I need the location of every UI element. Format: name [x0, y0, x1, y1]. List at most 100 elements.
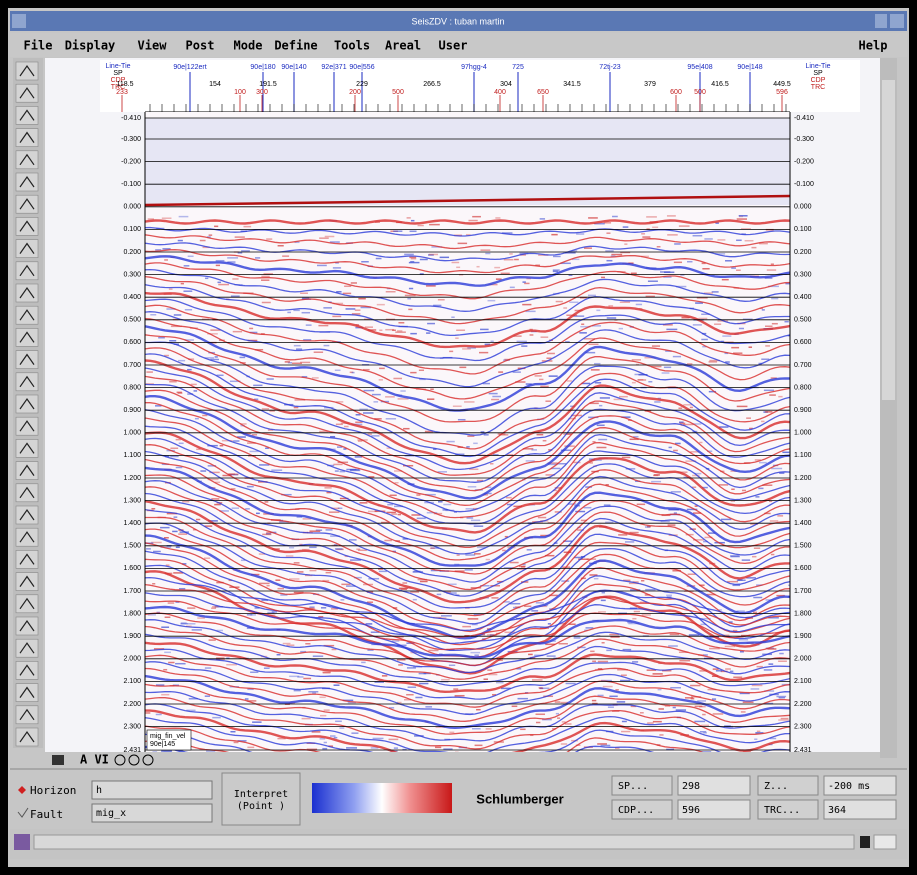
noise: [524, 283, 529, 285]
noise: [226, 664, 237, 666]
tool-icon[interactable]: [16, 395, 38, 413]
menu-item[interactable]: User: [439, 39, 468, 53]
tool-icon[interactable]: [16, 328, 38, 346]
mode-label[interactable]: Interpret: [234, 789, 288, 800]
menu-item[interactable]: File: [24, 39, 53, 53]
tool-icon[interactable]: [16, 195, 38, 213]
tool-icon[interactable]: [16, 573, 38, 591]
noise: [488, 300, 496, 302]
readout-value: -200 ms: [828, 781, 870, 792]
noise: [553, 256, 561, 258]
noise: [264, 667, 270, 669]
noise: [538, 517, 546, 519]
noise: [164, 652, 171, 654]
sp-label: 304: [500, 81, 512, 88]
tool-icon[interactable]: [16, 417, 38, 435]
noise: [501, 273, 510, 275]
noise: [409, 288, 413, 290]
time-label: 2.300: [123, 723, 141, 730]
tool-icon[interactable]: [16, 639, 38, 657]
tool-icon[interactable]: [16, 661, 38, 679]
noise: [321, 607, 326, 609]
tool-icon[interactable]: [16, 684, 38, 702]
tool-icon[interactable]: [16, 550, 38, 568]
tool-icon[interactable]: [16, 306, 38, 324]
fault-value[interactable]: mig_x: [96, 808, 126, 819]
tool-icon[interactable]: [16, 595, 38, 613]
noise: [283, 643, 291, 645]
status-icon[interactable]: [14, 834, 30, 850]
tool-icon[interactable]: [16, 217, 38, 235]
noise: [227, 257, 238, 259]
status-icon[interactable]: [874, 835, 896, 849]
noise: [302, 718, 311, 720]
tool-icon[interactable]: [16, 129, 38, 147]
readout-label[interactable]: TRC...: [764, 805, 800, 816]
brand: Schlumberger: [476, 791, 563, 806]
noise: [163, 669, 167, 671]
tool-icon[interactable]: [16, 728, 38, 746]
menu-item[interactable]: Define: [274, 39, 317, 53]
time-label: 1.700: [794, 588, 812, 595]
horizontal-scrollbar[interactable]: [45, 752, 880, 766]
noise: [727, 581, 738, 583]
tool-icon[interactable]: [16, 62, 38, 80]
menu-item[interactable]: Areal: [385, 39, 421, 53]
noise: [491, 399, 499, 401]
noise: [249, 328, 253, 330]
horizon-field[interactable]: [92, 781, 212, 799]
noise: [209, 234, 213, 236]
tool-icon[interactable]: [52, 755, 64, 765]
minimize-button[interactable]: [875, 14, 887, 28]
menu-item[interactable]: View: [138, 39, 168, 53]
scroll-thumb[interactable]: [882, 80, 895, 400]
noise: [452, 262, 460, 264]
noise: [335, 721, 342, 723]
horizon-value[interactable]: h: [96, 785, 102, 796]
tool-icon[interactable]: [16, 262, 38, 280]
tool-icon[interactable]: [16, 439, 38, 457]
tool-icon[interactable]: [16, 84, 38, 102]
menu-item[interactable]: Display: [65, 39, 116, 53]
tool-icon[interactable]: [16, 106, 38, 124]
menu-item[interactable]: Mode: [234, 39, 263, 53]
status-icon[interactable]: [860, 836, 870, 848]
noise: [390, 495, 397, 497]
noise: [779, 653, 783, 655]
noise: [771, 554, 774, 556]
time-label: -0.410: [794, 115, 814, 122]
window-menu-button[interactable]: [12, 14, 26, 28]
tool-icon[interactable]: [16, 373, 38, 391]
readout-label[interactable]: Z...: [764, 781, 788, 792]
tool-icon[interactable]: [16, 528, 38, 546]
well-name: 95e|408: [687, 64, 712, 71]
tool-icon[interactable]: [16, 462, 38, 480]
tool-icon[interactable]: [16, 706, 38, 724]
readout-label[interactable]: CDP...: [618, 805, 654, 816]
tool-icon[interactable]: [16, 284, 38, 302]
noise: [688, 573, 696, 575]
readout-label[interactable]: SP...: [618, 781, 648, 792]
mode-label[interactable]: (Point ): [237, 801, 285, 812]
tool-icon[interactable]: [16, 173, 38, 191]
noise: [778, 660, 787, 662]
tool-icon[interactable]: [16, 151, 38, 169]
noise: [667, 234, 678, 236]
tool-icon[interactable]: [16, 351, 38, 369]
menu-item[interactable]: Tools: [334, 39, 370, 53]
tool-icon[interactable]: [16, 506, 38, 524]
maximize-button[interactable]: [890, 14, 904, 28]
noise: [702, 714, 706, 716]
noise: [752, 556, 756, 558]
tool-icon[interactable]: [16, 617, 38, 635]
toolbar-text[interactable]: A VI: [80, 753, 109, 767]
noise: [168, 602, 175, 604]
menu-item[interactable]: Post: [186, 39, 215, 53]
tool-icon[interactable]: [16, 240, 38, 258]
noise: [214, 504, 221, 506]
menu-item[interactable]: Help: [859, 39, 888, 53]
noise: [524, 606, 531, 608]
tool-icon[interactable]: [16, 484, 38, 502]
noise: [567, 380, 572, 382]
noise: [674, 262, 682, 264]
